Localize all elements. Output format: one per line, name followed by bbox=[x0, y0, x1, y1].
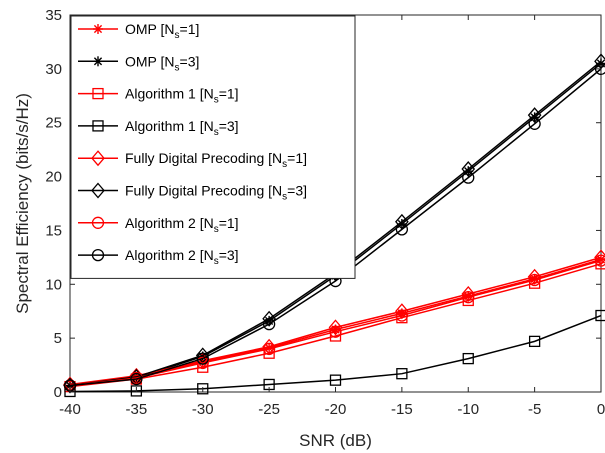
data-point-marker bbox=[395, 223, 409, 236]
x-tick-label: -25 bbox=[258, 401, 280, 418]
legend-item: Algorithm 2 [Ns=3] bbox=[78, 247, 239, 267]
data-point-marker bbox=[328, 319, 343, 336]
data-point-marker bbox=[196, 352, 209, 365]
y-tick-label: 10 bbox=[45, 276, 62, 293]
series-4 bbox=[64, 309, 605, 398]
x-axis-title: SNR (dB) bbox=[299, 431, 372, 450]
legend-label: Algorithm 2 [Ns=1] bbox=[125, 215, 239, 235]
data-point-marker bbox=[91, 150, 105, 167]
y-tick-label: 0 bbox=[54, 384, 62, 401]
y-axis-title: Spectral Efficiency (bits/s/Hz) bbox=[13, 93, 32, 314]
data-point-marker bbox=[594, 249, 605, 266]
data-point-marker bbox=[329, 325, 342, 338]
data-point-marker bbox=[92, 87, 104, 100]
y-tick-label: 5 bbox=[54, 330, 62, 347]
y-tick-label: 35 bbox=[45, 7, 62, 24]
y-tick-label: 25 bbox=[45, 115, 62, 132]
data-point-marker bbox=[91, 248, 105, 262]
legend-label: Algorithm 1 [Ns=1] bbox=[125, 86, 239, 106]
data-point-marker bbox=[64, 385, 76, 398]
x-tick-label: 0 bbox=[597, 401, 605, 418]
data-point-marker bbox=[130, 372, 143, 386]
x-tick-label: -30 bbox=[192, 401, 214, 418]
series-line bbox=[69, 314, 602, 393]
legend-item: Algorithm 1 [Ns=3] bbox=[78, 118, 239, 138]
y-tick-label: 30 bbox=[45, 61, 62, 78]
x-tick-label: -15 bbox=[391, 401, 413, 418]
data-point-marker bbox=[262, 342, 276, 356]
x-tick-label: -5 bbox=[528, 401, 541, 418]
data-point-marker bbox=[91, 182, 105, 199]
legend-label: Algorithm 1 [Ns=3] bbox=[125, 118, 239, 138]
x-tick-label: -40 bbox=[59, 401, 81, 418]
y-tick-label: 20 bbox=[45, 169, 62, 186]
data-point-marker bbox=[594, 62, 605, 76]
data-point-marker bbox=[395, 309, 409, 322]
legend-label: Algorithm 2 [Ns=3] bbox=[125, 247, 239, 267]
data-point-marker bbox=[595, 309, 605, 322]
data-point-marker bbox=[91, 216, 105, 229]
data-point-marker bbox=[92, 120, 104, 132]
data-point-marker bbox=[461, 161, 476, 178]
legend-label: OMP [Ns=1] bbox=[125, 21, 199, 41]
data-point-marker bbox=[395, 303, 409, 320]
data-point-marker bbox=[329, 374, 342, 386]
data-point-marker bbox=[527, 107, 542, 124]
x-tick-label: -20 bbox=[325, 401, 347, 418]
legend-label: Fully Digital Precoding [Ns=1] bbox=[125, 150, 307, 170]
data-point-marker bbox=[594, 254, 605, 267]
x-tick-label: -10 bbox=[457, 401, 479, 418]
data-point-marker bbox=[262, 310, 276, 327]
series-line bbox=[69, 263, 602, 388]
data-point-marker bbox=[462, 171, 475, 184]
data-point-marker bbox=[130, 385, 143, 397]
data-point-marker bbox=[396, 368, 408, 380]
data-point-marker bbox=[528, 335, 541, 348]
legend: OMP [Ns=1] OMP [Ns=3] Algorithm 1 [Ns=1] Al… bbox=[70, 15, 356, 279]
data-point-marker bbox=[528, 273, 541, 287]
series-line bbox=[69, 256, 602, 386]
data-point-marker bbox=[63, 377, 77, 394]
legend-box bbox=[70, 15, 356, 279]
series-line bbox=[69, 68, 602, 387]
data-point-marker bbox=[196, 356, 209, 370]
legend-item: Fully Digital Precoding [Ns=1] bbox=[78, 150, 307, 170]
data-point-marker bbox=[93, 24, 103, 34]
legend-item: Algorithm 2 [Ns=1] bbox=[78, 215, 239, 235]
legend-item: Algorithm 1 [Ns=1] bbox=[78, 86, 239, 106]
legend-item: Fully Digital Precoding [Ns=3] bbox=[78, 183, 307, 203]
data-point-marker bbox=[461, 285, 476, 302]
data-point-marker bbox=[462, 352, 474, 365]
y-tick-label: 15 bbox=[45, 222, 62, 239]
legend-label: OMP [Ns=3] bbox=[125, 53, 199, 73]
x-tick-label: -35 bbox=[126, 401, 148, 418]
data-point-marker bbox=[528, 117, 541, 130]
data-point-marker bbox=[262, 317, 276, 331]
data-point-marker bbox=[527, 268, 542, 285]
data-point-marker bbox=[197, 383, 209, 395]
legend-item: OMP [Ns=1] bbox=[78, 21, 199, 41]
data-point-marker bbox=[462, 291, 475, 304]
legend-item: OMP [Ns=3] bbox=[78, 53, 199, 73]
data-point-marker bbox=[594, 53, 605, 70]
legend-label: Fully Digital Precoding [Ns=3] bbox=[125, 183, 307, 203]
axes-layer: -40 -35 -30 -25 -20 -15 -10 -5 0 0 5 10 15 20 25 30 35 bbox=[45, 7, 605, 418]
data-point-marker bbox=[93, 56, 103, 67]
